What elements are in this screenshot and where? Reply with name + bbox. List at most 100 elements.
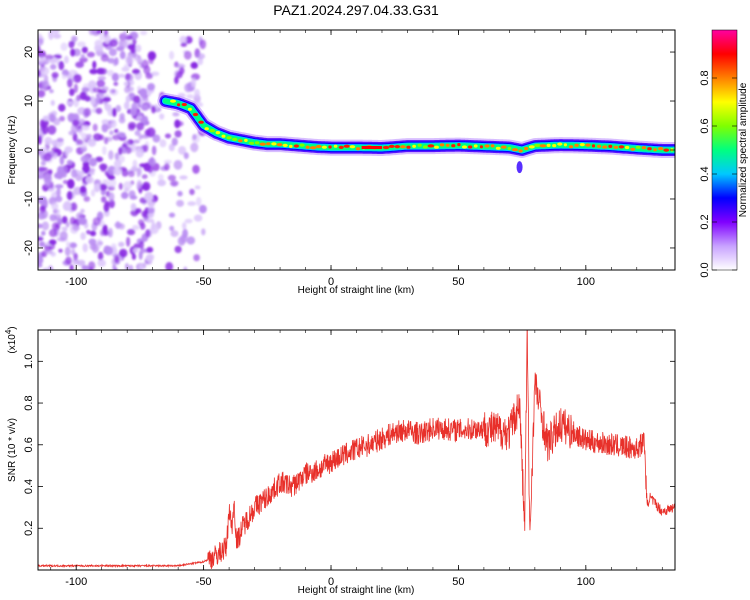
noise-blob bbox=[118, 241, 125, 247]
ridge-peak bbox=[266, 142, 271, 146]
noise-blob bbox=[51, 140, 56, 146]
noise-blob bbox=[164, 133, 172, 139]
ridge-peak bbox=[248, 141, 255, 145]
noise-blob bbox=[39, 207, 46, 214]
noise-blob bbox=[145, 254, 154, 263]
noise-blob bbox=[61, 74, 68, 80]
noise-blob bbox=[38, 223, 43, 229]
noise-blob bbox=[179, 35, 187, 44]
noise-blob bbox=[115, 104, 122, 113]
ridge-peak bbox=[439, 143, 445, 147]
noise-blob bbox=[66, 73, 74, 80]
noise-blob bbox=[56, 187, 61, 197]
ridge-peak bbox=[451, 144, 456, 148]
noise-blob bbox=[60, 42, 68, 51]
noise-blob bbox=[121, 66, 130, 72]
noise-blob bbox=[119, 248, 128, 258]
x-tick-label: 50 bbox=[452, 576, 464, 588]
noise-blob bbox=[73, 186, 82, 196]
ridge-peak bbox=[511, 148, 519, 152]
ridge-peak bbox=[394, 145, 400, 149]
snr-ticks: -100 -50 0 50 100 0.2 0.4 0.6 0.8 1.0 bbox=[23, 330, 675, 588]
noise-blob bbox=[43, 152, 52, 162]
noise-blob bbox=[86, 229, 91, 235]
ridge-peak bbox=[490, 144, 495, 148]
noise-blob bbox=[121, 191, 129, 199]
noise-blob bbox=[123, 81, 128, 87]
x-tick-label: -100 bbox=[65, 276, 87, 288]
noise-blob bbox=[38, 262, 43, 268]
noise-blob bbox=[176, 199, 184, 207]
ridge-peak bbox=[382, 145, 390, 150]
noise-blob bbox=[109, 39, 118, 48]
ridge-peak bbox=[181, 102, 187, 107]
y-tick-label: 0.8 bbox=[23, 395, 35, 410]
ridge-peak bbox=[305, 145, 310, 149]
noise-blob bbox=[44, 173, 52, 181]
ridge-peak bbox=[422, 145, 428, 149]
ridge-peak bbox=[539, 144, 547, 148]
noise-blob bbox=[125, 73, 131, 81]
noise-blob bbox=[141, 174, 148, 180]
noise-blob bbox=[62, 165, 68, 175]
ridge-peak bbox=[445, 143, 450, 147]
noise-blob bbox=[100, 54, 110, 62]
noise-blob bbox=[169, 50, 175, 60]
noise-blob bbox=[53, 33, 62, 39]
noise-blob bbox=[86, 51, 95, 58]
noise-blob bbox=[79, 57, 88, 63]
noise-blob bbox=[80, 208, 85, 214]
noise-blob bbox=[49, 89, 54, 94]
ridge-peak bbox=[388, 144, 395, 148]
noise-blob bbox=[125, 95, 131, 104]
noise-blob bbox=[102, 224, 108, 235]
noise-blob bbox=[118, 73, 126, 78]
noise-blob bbox=[89, 168, 96, 173]
colorbar: 0.0 0.2 0.4 0.6 0.8 Normalized spectral ampl… bbox=[699, 29, 749, 278]
ridge-peak bbox=[192, 112, 199, 117]
noise-blob bbox=[179, 67, 185, 75]
noise-blob bbox=[48, 239, 57, 245]
ridge-peak bbox=[624, 145, 630, 150]
noise-blob bbox=[184, 218, 193, 224]
noise-blob bbox=[75, 61, 84, 68]
noise-blob bbox=[99, 163, 108, 171]
snr-series-line bbox=[38, 330, 675, 569]
noise-blob bbox=[127, 44, 137, 50]
noise-blob bbox=[77, 170, 84, 176]
ridge-peak bbox=[232, 137, 238, 141]
noise-blob bbox=[112, 107, 117, 117]
noise-blob bbox=[140, 30, 148, 36]
noise-blob bbox=[56, 208, 61, 215]
ridge-peak bbox=[221, 134, 226, 138]
noise-blob bbox=[142, 144, 149, 153]
noise-blob bbox=[97, 75, 107, 81]
ridge-peak bbox=[518, 149, 523, 153]
ridge-peak bbox=[630, 147, 636, 151]
noise-blob bbox=[123, 101, 130, 110]
snr-panel: -100 -50 0 50 100 0.2 0.4 0.6 0.8 1.0 Height of s… bbox=[4, 326, 676, 596]
noise-blob bbox=[169, 225, 175, 232]
noise-blob bbox=[44, 243, 52, 252]
ridge-peak bbox=[591, 144, 596, 148]
noise-blob bbox=[77, 259, 86, 267]
noise-blob bbox=[147, 167, 153, 174]
noise-blob bbox=[170, 230, 179, 238]
chart-title: PAZ1.2024.297.04.33.G31 bbox=[273, 2, 439, 18]
ridge-peak bbox=[574, 143, 579, 147]
x-tick-label: -50 bbox=[196, 576, 212, 588]
noise-blob bbox=[168, 143, 175, 152]
noise-blob bbox=[85, 176, 94, 184]
ridge-peak bbox=[238, 139, 243, 143]
noise-blob bbox=[75, 173, 83, 182]
noise-blob bbox=[197, 53, 206, 60]
noise-blob bbox=[133, 139, 140, 144]
noise-blob bbox=[88, 30, 95, 36]
noise-blob bbox=[131, 142, 137, 153]
noise-blob bbox=[119, 113, 125, 120]
ridge-peak bbox=[309, 146, 317, 150]
noise-blob bbox=[56, 137, 64, 143]
noise-blob bbox=[71, 168, 77, 178]
noise-blob bbox=[92, 60, 97, 69]
